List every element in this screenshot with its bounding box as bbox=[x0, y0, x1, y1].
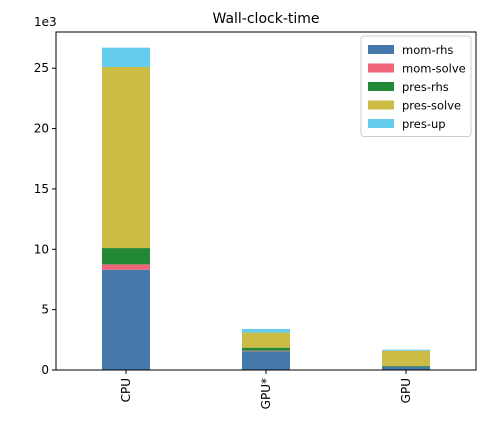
legend-swatch bbox=[368, 63, 394, 73]
x-tick-label: GPU bbox=[399, 378, 413, 403]
bar-segment-pres-rhs-CPU bbox=[102, 248, 150, 265]
chart-title: Wall-clock-time bbox=[213, 11, 320, 27]
legend-label: mom-rhs bbox=[402, 43, 453, 57]
y-axis: 0 5 10 15 20 25 bbox=[34, 61, 56, 377]
y-tick-label: 25 bbox=[34, 61, 49, 75]
bar-segment-pres-solve-GPU bbox=[242, 332, 290, 348]
bar-segment-pres-up-GPU bbox=[242, 328, 290, 333]
x-tick-label: GPU* bbox=[259, 378, 273, 409]
legend-swatch bbox=[368, 119, 394, 128]
legend-box bbox=[360, 35, 472, 137]
bars-layer bbox=[102, 47, 430, 370]
y-tick-label: 15 bbox=[34, 182, 49, 196]
legend-label: mom-solve bbox=[402, 62, 466, 76]
bar-segment-pres-solve-GPU bbox=[382, 350, 430, 366]
x-axis: CPU GPU* GPU bbox=[119, 370, 413, 409]
bar-segment-mom-rhs-GPU bbox=[242, 351, 290, 370]
legend-swatch bbox=[368, 82, 394, 91]
y-tick-label: 0 bbox=[41, 363, 49, 377]
legend: mom-rhs mom-solve pres-rhs pres-solve pres-u… bbox=[360, 35, 472, 137]
legend-swatch bbox=[368, 45, 394, 54]
bar-segment-pres-rhs-GPU bbox=[382, 365, 430, 367]
bar-segment-mom-solve-CPU bbox=[102, 264, 150, 270]
bar-segment-mom-rhs-CPU bbox=[102, 269, 150, 370]
bar-segment-pres-up-CPU bbox=[102, 47, 150, 68]
bar-segment-pres-rhs-GPU bbox=[242, 347, 290, 351]
legend-label: pres-rhs bbox=[402, 80, 449, 94]
bar-segment-pres-solve-CPU bbox=[102, 67, 150, 249]
y-offset-label: 1e3 bbox=[34, 15, 57, 29]
y-tick-label: 20 bbox=[34, 122, 49, 136]
bar-segment-mom-solve-GPU bbox=[242, 350, 290, 352]
bar-segment-mom-rhs-GPU bbox=[382, 366, 430, 370]
bar-segment-pres-up-GPU bbox=[382, 349, 430, 351]
legend-label: pres-solve bbox=[402, 99, 461, 113]
y-tick-label: 10 bbox=[34, 242, 49, 256]
y-tick-label: 5 bbox=[41, 303, 49, 317]
legend-label: pres-up bbox=[402, 117, 446, 131]
x-tick-label: CPU bbox=[119, 378, 133, 402]
legend-swatch bbox=[368, 100, 394, 110]
